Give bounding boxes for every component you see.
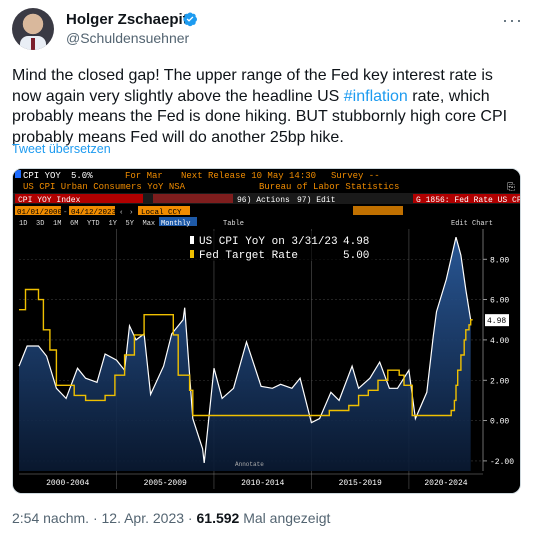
footer-sep-2: · <box>184 510 197 526</box>
x-tick-label: 2000-2004 <box>46 479 89 488</box>
edit-chart-button[interactable]: Edit Chart <box>451 220 493 228</box>
legend-cpi-label: US CPI YoY on 3/31/23 <box>199 236 338 248</box>
next-period-icon[interactable]: › <box>129 209 134 217</box>
legend-fed-label: Fed Target Rate <box>199 250 298 262</box>
y-tick-label: -2.00 <box>490 458 514 467</box>
table-button[interactable]: Table <box>223 220 244 228</box>
ticker-marker-icon <box>15 170 21 178</box>
period-buttons: 1D 3D 1M 6M YTD 1Y 5Y Max <box>19 220 155 228</box>
tweet-date[interactable]: 12. Apr. 2023 <box>101 510 185 526</box>
avatar[interactable] <box>12 8 54 50</box>
last-value-tag <box>485 314 509 327</box>
right-title: G 1856: Fed Rate US CPI <box>416 196 521 205</box>
tweet-text-before: Mind the closed gap! The upper range of … <box>12 67 493 105</box>
verified-badge-icon <box>183 12 197 27</box>
tweet-time[interactable]: 2:54 nachm. <box>12 510 90 526</box>
prev-period-icon[interactable]: ‹ <box>119 209 124 217</box>
period-button-1d[interactable]: 1D <box>19 220 27 228</box>
annotate-button[interactable]: Annotate <box>235 461 264 468</box>
legend-fed-value: 5.00 <box>343 250 369 262</box>
y-tick-label: 2.00 <box>490 377 509 386</box>
date-from-input[interactable]: 01/01/2000 <box>17 209 63 217</box>
y-tick-label: 6.00 <box>490 297 509 306</box>
period-button-max[interactable]: Max <box>143 220 156 228</box>
x-tick-label: 2020-2024 <box>424 479 467 488</box>
frequency-select[interactable]: Monthly <box>161 220 190 228</box>
plot-area: 8.00 6.00 4.00 2.00 0.00 -2.00 2000-2004 2005-2… <box>18 229 514 489</box>
avatar-tie <box>31 38 35 50</box>
bloomberg-chart: CPI YOY 5.0% For Mar Next Release 10 May… <box>13 169 521 493</box>
ticker: CPI YOY <box>23 171 61 181</box>
more-options-icon[interactable]: ··· <box>502 10 523 30</box>
period-button-3d[interactable]: 3D <box>36 220 44 228</box>
for-label: For Mar <box>125 171 163 181</box>
ticker-value: 5.0% <box>71 171 93 181</box>
export-icon[interactable]: ⎘ <box>507 182 515 194</box>
hashtag-link[interactable]: #inflation <box>343 87 408 105</box>
y-tick-label: 4.00 <box>490 337 509 346</box>
tweet-text-after: rate, which probably means the Fed is do… <box>12 87 508 146</box>
subtitle: US CPI Urban Consumers YoY NSA <box>23 182 186 192</box>
date-dash: - <box>63 209 68 217</box>
footer-sep-1: · <box>89 510 102 526</box>
x-tick-label: 2015-2019 <box>339 479 382 488</box>
author-handle[interactable]: @Schuldensuehner <box>66 30 190 46</box>
edit-menu[interactable]: 97) Edit <box>297 196 335 205</box>
y-tick-label: 0.00 <box>490 418 509 427</box>
tweet-media[interactable]: CPI YOY 5.0% For Mar Next Release 10 May… <box>12 168 521 494</box>
cpi-area <box>19 237 471 471</box>
x-tick-label: 2005-2009 <box>144 479 187 488</box>
next-release: Next Release 10 May 14:30 <box>181 171 316 181</box>
author-name[interactable]: Holger Zschaepitz <box>66 11 196 28</box>
legend-swatch-fed <box>190 250 194 258</box>
legend-cpi-value: 4.98 <box>343 236 369 248</box>
security-field[interactable]: CPI YOY Index <box>18 196 81 205</box>
fed-rate-series-line <box>19 288 473 417</box>
currency-select[interactable]: Local CCY <box>141 209 182 217</box>
period-button-6m[interactable]: 6M <box>70 220 78 228</box>
period-button-ytd[interactable]: YTD <box>87 220 100 228</box>
actions-menu[interactable]: 96) Actions <box>237 196 290 205</box>
source: Bureau of Labor Statistics <box>259 182 399 192</box>
legend-swatch-cpi <box>190 236 194 244</box>
date-to-input[interactable]: 04/12/2023 <box>71 209 117 217</box>
survey: Survey -- <box>331 171 380 181</box>
period-button-1y[interactable]: 1Y <box>109 220 118 228</box>
y-tick-label: 8.00 <box>490 256 509 265</box>
period-button-1m[interactable]: 1M <box>53 220 61 228</box>
last-value-label: 4.98 <box>487 317 506 326</box>
translate-link[interactable]: Tweet übersetzen <box>12 142 111 156</box>
tweet-footer: 2:54 nachm. · 12. Apr. 2023 · 61.592 Mal… <box>12 510 330 526</box>
view-count: 61.592 <box>196 510 240 526</box>
views-label: Mal angezeigt <box>239 510 331 526</box>
x-tick-label: 2010-2014 <box>241 479 284 488</box>
tweet-text: Mind the closed gap! The upper range of … <box>12 66 522 148</box>
period-button-5y[interactable]: 5Y <box>126 220 135 228</box>
